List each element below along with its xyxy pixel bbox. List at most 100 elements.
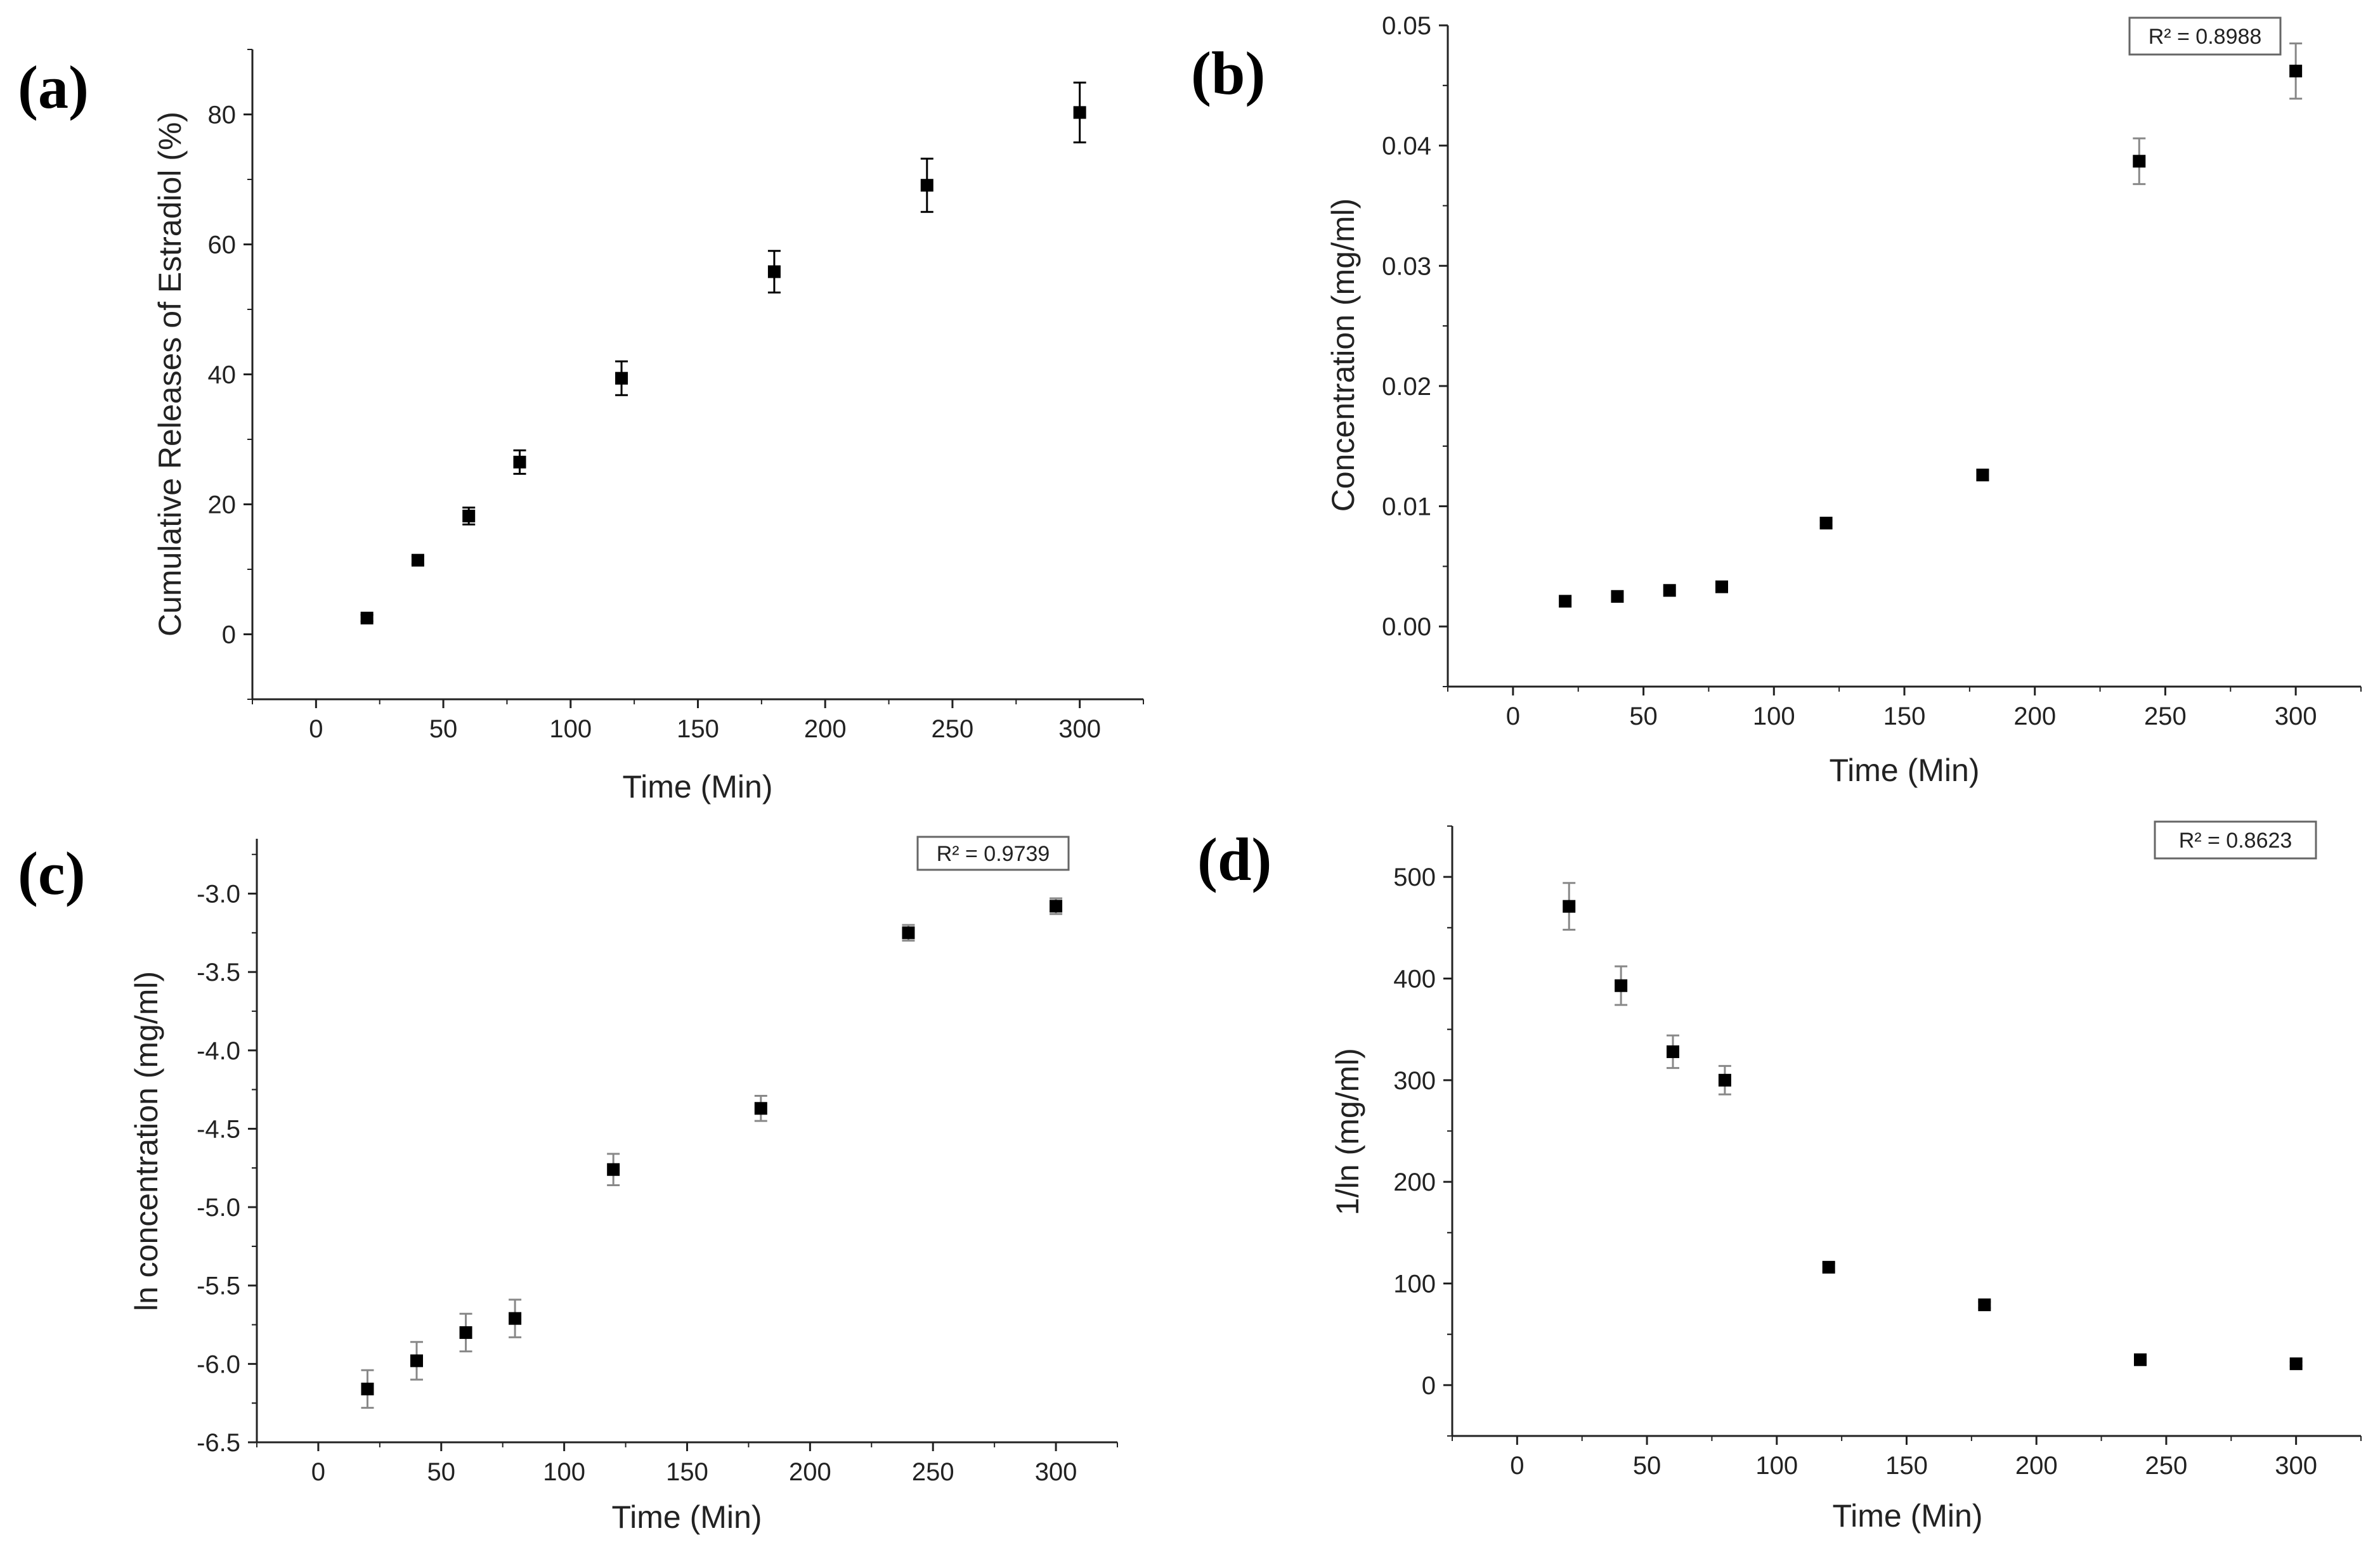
panel-a-x-tick-label: 300 [1058,715,1101,743]
panel-a-data-point [767,265,781,278]
panel-d-x-tick-label: 0 [1510,1452,1524,1480]
panel-b-x-tick-label: 50 [1629,702,1658,730]
panel-d-marks [1563,882,2303,1371]
panel-c-y-tick-label: -3.0 [197,881,240,908]
panel-c-marks [361,897,1063,1409]
panel-d-data-point [1822,1260,1835,1274]
panel-c-data-point [1050,900,1063,913]
panel-c: (c) 0 50 100 150 200 250 300 -6.5 -6.0 -5.5 -5.0 -4… [18,836,1118,1535]
panel-b-x-tick-label: 200 [2013,702,2056,730]
panel-c-x-tick-label: 200 [789,1458,831,1486]
panel-c-r2-box: R² = 0.9739 [916,836,1070,871]
panel-b-y-label: Concentration (mg/ml) [1325,198,1361,512]
panel-b-data-point [1559,595,1572,608]
panel-c-x-tick-label: 0 [311,1458,325,1486]
panel-a-x-tick-label: 150 [677,715,719,743]
panel-b-r2-text: R² = 0.8988 [2149,25,2262,49]
panel-a-x-tick-label: 200 [804,715,847,743]
panel-d-ticks: 0 50 100 150 200 250 300 0 100 200 300 400 500 [1393,825,2362,1480]
panel-d-y-tick-label: 400 [1393,966,1436,993]
panel-c-y-tick-label: -4.0 [197,1037,240,1065]
panel-a-data-point [360,611,374,624]
panel-c-data-point [361,1382,374,1395]
panel-c-data-point [410,1354,424,1367]
panel-b-r2-box: R² = 0.8988 [2128,16,2282,56]
panel-a-y-tick-label: 40 [208,361,237,389]
panel-b-y-tick-label: 0.03 [1382,252,1431,280]
panel-a-y-tick-label: 60 [208,231,237,259]
panel-b-data-point [1715,580,1728,593]
panel-a-x-tick-label: 50 [429,715,458,743]
panel-b-marks [1559,42,2303,608]
panel-d: (d) 0 50 100 150 200 250 300 0 100 200 300 400 500 R… [1197,820,2362,1534]
panel-a-data-point [411,553,424,567]
panel-c-data-point [754,1102,767,1115]
panel-b-x-tick-label: 250 [2144,702,2187,730]
panel-a-data-point [920,179,933,192]
panel-c-y-tick-label: -3.5 [197,959,240,986]
panel-c-y-tick-label: -4.5 [197,1115,240,1143]
panel-b-data-point [1611,590,1624,603]
panel-b-x-tick-label: 0 [1506,702,1520,730]
panel-c-data-point [607,1163,620,1176]
panel-c-letter: (c) [18,839,86,907]
panel-b-data-point [1819,517,1833,530]
panel-b-data-point [1663,584,1676,597]
panel-d-x-tick-label: 200 [2015,1452,2058,1480]
panel-d-data-point [1718,1073,1731,1087]
panel-d-y-tick-label: 300 [1393,1067,1436,1095]
panel-c-y-tick-label: -5.5 [197,1272,240,1300]
panel-d-data-point [2289,1357,2303,1371]
panel-d-y-tick-label: 200 [1393,1168,1436,1196]
panel-a-x-tick-label: 100 [549,715,592,743]
panel-b-x-tick-label: 300 [2275,702,2317,730]
panel-a-marks [360,81,1086,624]
panel-d-y-label: 1/ln (mg/ml) [1330,1048,1365,1215]
panel-d-r2-box: R² = 0.8623 [2154,820,2317,860]
panel-c-y-tick-label: -6.5 [197,1429,240,1457]
panel-b-data-point [2289,65,2303,78]
panel-d-y-tick-label: 100 [1393,1270,1436,1298]
panel-c-y-tick-label: -5.0 [197,1194,240,1222]
panel-b-y-tick-label: 0.02 [1382,373,1431,401]
panel-b-x-tick-label: 150 [1883,702,1926,730]
panel-c-x-label: Time (Min) [611,1499,762,1535]
panel-c-data-point [902,926,915,940]
panel-d-data-point [1667,1045,1680,1058]
panel-d-x-tick-label: 250 [2145,1452,2188,1480]
panel-d-data-point [1615,979,1628,992]
panel-a-y-label: Cumulative Releases of Estradiol (%) [152,112,188,637]
panel-d-data-point [2133,1353,2147,1366]
panel-b-data-point [2133,155,2146,168]
panel-a-data-point [462,509,476,522]
panel-d-data-point [1563,900,1576,913]
panel-d-y-tick-label: 0 [1422,1372,1436,1400]
panel-b-y-tick-label: 0.04 [1382,133,1431,160]
panel-a-y-tick-label: 20 [208,491,237,519]
panel-c-ticks: 0 50 100 150 200 250 300 -6.5 -6.0 -5.5 -5.0 -4.5 -4… [197,853,1118,1486]
panel-b-x-label: Time (Min) [1829,753,1979,788]
panel-b-y-tick-label: 0.00 [1382,613,1431,641]
panel-c-x-tick-label: 300 [1035,1458,1077,1486]
panel-d-letter: (d) [1197,825,1271,893]
panel-a-data-point [513,455,526,469]
panel-d-x-tick-label: 50 [1633,1452,1661,1480]
panel-c-y-label: ln concentration (mg/ml) [129,971,164,1311]
panel-a-data-point [1073,106,1086,119]
panel-a: (a) 0 50 100 150 200 250 300 0 20 40 60 80 Time (Mi… [18,49,1144,805]
panel-d-x-tick-label: 300 [2275,1452,2317,1480]
panel-b-ticks: 0 50 100 150 200 250 300 0.00 0.01 0.02 0.03 0.04 0.… [1382,12,2362,730]
panel-b-letter: (b) [1191,39,1265,107]
panel-d-x-label: Time (Min) [1832,1498,1982,1534]
panel-b-x-tick-label: 100 [1753,702,1795,730]
panel-d-r2-text: R² = 0.8623 [2179,829,2292,853]
panel-c-data-point [509,1312,522,1325]
panel-d-data-point [1978,1298,1991,1312]
panel-a-letter: (a) [18,53,89,121]
panel-c-x-tick-label: 50 [427,1458,456,1486]
panel-b-data-point [1976,469,1989,482]
panel-a-x-label: Time (Min) [622,769,772,805]
panel-c-x-tick-label: 250 [912,1458,954,1486]
panel-a-y-tick-label: 0 [222,621,236,649]
